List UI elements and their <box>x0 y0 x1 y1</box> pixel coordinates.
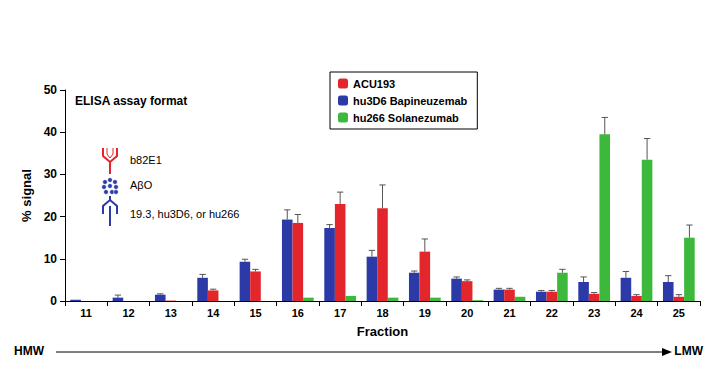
svg-text:15: 15 <box>249 307 261 319</box>
svg-text:12: 12 <box>122 307 134 319</box>
svg-text:22: 22 <box>546 307 558 319</box>
svg-text:19.3, hu3D6, or hu266: 19.3, hu3D6, or hu266 <box>130 208 239 220</box>
svg-text:18: 18 <box>376 307 388 319</box>
svg-text:0: 0 <box>50 294 57 308</box>
svg-text:10: 10 <box>44 252 58 266</box>
svg-text:11: 11 <box>80 307 92 319</box>
svg-text:13: 13 <box>165 307 177 319</box>
svg-text:ELISA assay format: ELISA assay format <box>75 94 187 108</box>
svg-text:23: 23 <box>588 307 600 319</box>
svg-text:14: 14 <box>207 307 220 319</box>
svg-text:20: 20 <box>44 210 58 224</box>
svg-text:25: 25 <box>673 307 685 319</box>
svg-text:16: 16 <box>292 307 304 319</box>
svg-text:HMW: HMW <box>14 344 45 358</box>
svg-text:19: 19 <box>419 307 431 319</box>
svg-text:50: 50 <box>44 83 58 97</box>
svg-text:17: 17 <box>334 307 346 319</box>
svg-text:AβO: AβO <box>130 179 153 191</box>
svg-text:24: 24 <box>630 307 643 319</box>
svg-text:20: 20 <box>461 307 473 319</box>
svg-text:hu3D6 Bapineuzemab: hu3D6 Bapineuzemab <box>353 95 468 107</box>
svg-text:Fraction: Fraction <box>357 324 408 339</box>
svg-text:b82E1: b82E1 <box>130 154 162 166</box>
svg-text:LMW: LMW <box>674 344 703 358</box>
svg-text:21: 21 <box>503 307 515 319</box>
svg-text:ACU193: ACU193 <box>353 78 395 90</box>
svg-text:% signal: % signal <box>19 169 34 222</box>
svg-text:hu266 Solanezumab: hu266 Solanezumab <box>353 112 459 124</box>
svg-text:30: 30 <box>44 167 58 181</box>
svg-text:40: 40 <box>44 125 58 139</box>
